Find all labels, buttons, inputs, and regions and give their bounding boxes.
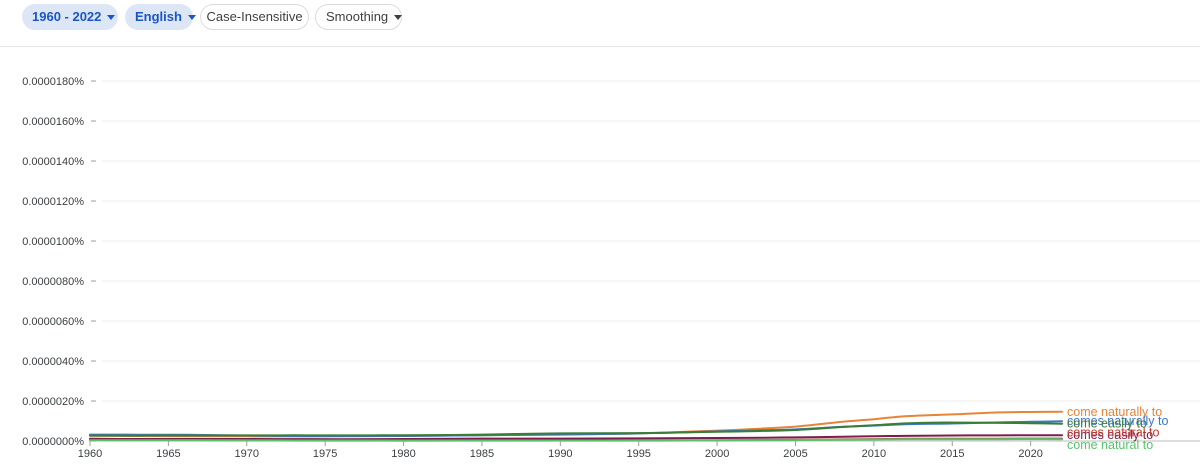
x-tick-label: 2015	[940, 448, 964, 460]
y-tick-label: 0.0000160%	[22, 116, 84, 128]
x-tick-label: 2005	[783, 448, 807, 460]
chevron-down-icon	[394, 14, 403, 20]
series-line-comes-easily-to[interactable]	[89, 434, 1063, 441]
x-axis: 1960 1965 1970 1975 1980 1985 1990 1995 2000 2005…	[78, 441, 1043, 460]
series-label-comes-easily-to[interactable]: comes easily to	[1067, 428, 1153, 442]
x-tick-label: 1970	[235, 448, 259, 460]
y-tick-label: 0.0000040%	[22, 356, 84, 368]
y-tick-label: 0.0000140%	[22, 156, 84, 168]
series-label-comes-naturally-to[interactable]: comes naturally to	[1067, 414, 1168, 428]
case-insensitive-toggle[interactable]: Case-Insensitive	[200, 4, 309, 30]
series-line-come-easily-to[interactable]	[89, 421, 1063, 437]
y-tick-label: 0.0000020%	[22, 396, 84, 408]
corpus-label: English	[135, 9, 182, 24]
y-tick-label: 0.0000080%	[22, 276, 84, 288]
grid-lines	[102, 80, 1200, 442]
series-label-comes-natural-to[interactable]: comes natural to	[1067, 426, 1159, 440]
x-tick-label: 2020	[1018, 448, 1042, 460]
x-tick-label: 1990	[548, 448, 572, 460]
y-tick-label: 0.0000000%	[22, 436, 84, 448]
chevron-down-icon	[107, 14, 116, 20]
corpus-dropdown[interactable]: English	[125, 4, 196, 30]
series-label-come-easily-to[interactable]: come easily to	[1067, 417, 1147, 431]
x-tick-label: 1965	[156, 448, 180, 460]
smoothing-label: Smoothing	[326, 9, 389, 24]
series-line-come-natural-to[interactable]	[89, 438, 1063, 442]
year-range-dropdown[interactable]: 1960 - 2022	[22, 4, 118, 30]
y-tick-label: 0.0000180%	[22, 76, 84, 88]
y-tick-label: 0.0000060%	[22, 316, 84, 328]
x-tick-label: 2010	[862, 448, 886, 460]
y-axis: 0.0000000% 0.0000020% 0.0000040% 0.0000060%…	[22, 76, 96, 448]
toolbar: 1960 - 2022 English Case-Insensitive Smo…	[0, 0, 1200, 47]
x-tick-label: 1980	[391, 448, 415, 460]
chevron-down-icon	[187, 14, 196, 20]
series-label-come-naturally-to[interactable]: come naturally to	[1067, 405, 1162, 419]
x-tick-label: 1960	[78, 448, 102, 460]
x-tick-label: 1985	[470, 448, 494, 460]
y-tick-label: 0.0000120%	[22, 196, 84, 208]
x-tick-label: 2000	[705, 448, 729, 460]
case-insensitive-label: Case-Insensitive	[206, 9, 303, 24]
smoothing-dropdown[interactable]: Smoothing	[315, 4, 403, 30]
year-range-label: 1960 - 2022	[32, 9, 102, 24]
x-tick-label: 1975	[313, 448, 337, 460]
x-tick-label: 1995	[626, 448, 650, 460]
series-lines	[89, 410, 1063, 442]
series-label-come-natural-to[interactable]: come natural to	[1067, 438, 1153, 452]
y-tick-label: 0.0000100%	[22, 236, 84, 248]
